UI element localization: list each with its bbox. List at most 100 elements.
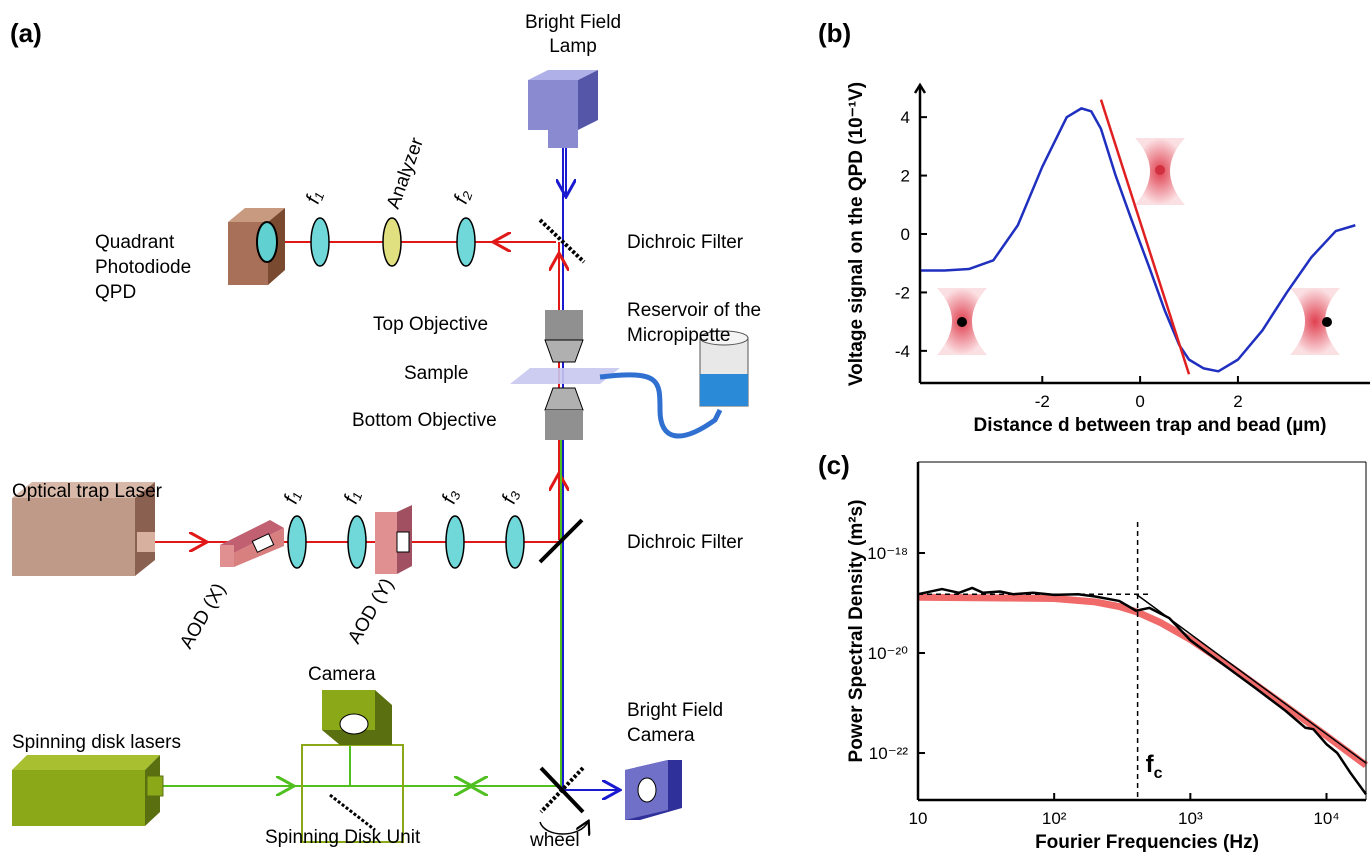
wheel-arrow bbox=[539, 822, 588, 834]
series-line bbox=[920, 107, 1356, 373]
diagram-a: (a) Bright Field Lamp Dichroic Filter Qu… bbox=[10, 12, 761, 851]
series-line bbox=[917, 593, 1369, 769]
lens bbox=[456, 217, 476, 267]
label: Analyzer bbox=[383, 134, 428, 211]
label: Bottom Objective bbox=[352, 410, 497, 431]
label: Micropipette bbox=[627, 325, 731, 346]
panel-label: (a) bbox=[10, 18, 42, 48]
y-axis-title: Power Spectral Density (m²s) bbox=[846, 500, 867, 763]
aod bbox=[220, 520, 284, 553]
label: AOD (Y) bbox=[344, 575, 398, 648]
laser bbox=[135, 482, 155, 576]
label: f₂ bbox=[450, 186, 475, 206]
objective bbox=[544, 339, 584, 363]
objective bbox=[545, 310, 583, 340]
reservoir-liquid bbox=[700, 374, 748, 406]
dichroic bbox=[538, 518, 584, 564]
label: Bright Field bbox=[627, 700, 723, 721]
label: AOD (X) bbox=[176, 580, 230, 653]
x-tick-label: 0 bbox=[1135, 392, 1144, 411]
sd-laser bbox=[12, 770, 145, 826]
lens bbox=[287, 515, 307, 569]
dichroic bbox=[538, 218, 586, 264]
lamp bbox=[528, 70, 598, 80]
objective bbox=[544, 387, 584, 411]
panel-label: (c) bbox=[818, 450, 850, 480]
lens bbox=[310, 217, 330, 267]
qpd bbox=[228, 208, 285, 222]
label: Camera bbox=[308, 664, 376, 685]
label: Optical trap Laser bbox=[12, 481, 163, 502]
x-tick-label: 10⁴ bbox=[1313, 809, 1339, 828]
label: QPD bbox=[95, 282, 136, 303]
laser bbox=[12, 482, 155, 498]
aod bbox=[375, 512, 397, 574]
y-tick-label: -2 bbox=[895, 283, 910, 302]
label: Sample bbox=[404, 363, 468, 384]
y-axis-title: Voltage signal on the QPD (10⁻¹V) bbox=[846, 82, 867, 386]
x-tick-label: 10 bbox=[909, 809, 928, 828]
trap-icon bbox=[1290, 288, 1340, 355]
aod-window bbox=[251, 533, 275, 553]
x-axis-title: Fourier Frequencies (Hz) bbox=[1035, 832, 1259, 852]
label: f₁ bbox=[340, 488, 365, 507]
bead bbox=[1155, 165, 1165, 175]
cutoff-label-main: f bbox=[1146, 751, 1155, 778]
panel-label: (b) bbox=[818, 18, 851, 48]
label: Bright Field bbox=[525, 12, 621, 33]
axis-arrow bbox=[913, 82, 927, 94]
bead bbox=[1322, 317, 1332, 327]
y-tick-label: 10⁻²² bbox=[869, 744, 909, 763]
y-tick-label: -4 bbox=[895, 342, 910, 361]
mirror bbox=[539, 766, 585, 814]
label: Dichroic Filter bbox=[627, 232, 744, 253]
cutoff-label: fc bbox=[1146, 751, 1163, 782]
series-line bbox=[1099, 99, 1191, 375]
y-tick-label: 10⁻²⁰ bbox=[868, 644, 909, 663]
label: Quadrant bbox=[95, 232, 175, 253]
cutoff-label-sub: c bbox=[1154, 765, 1163, 782]
lens bbox=[347, 515, 367, 569]
reservoir bbox=[699, 330, 749, 346]
label: Spinning Disk Unit bbox=[265, 827, 421, 848]
trap-icons bbox=[937, 138, 1340, 355]
y-tick-label: 4 bbox=[901, 108, 910, 127]
label: f₃ bbox=[438, 486, 463, 506]
sd-laser bbox=[146, 775, 164, 797]
label: Lamp bbox=[549, 36, 597, 57]
laser bbox=[12, 498, 135, 576]
y-tick-label: 2 bbox=[901, 167, 910, 186]
qpd-lens bbox=[256, 221, 278, 263]
x-tick-label: 10³ bbox=[1178, 809, 1203, 828]
x-axis-title: Distance d between trap and bead (µm) bbox=[973, 415, 1326, 436]
objective bbox=[545, 410, 583, 440]
y-tick-label: 0 bbox=[901, 225, 910, 244]
disk bbox=[329, 793, 376, 832]
camera-lens bbox=[339, 713, 369, 735]
series-line bbox=[1135, 593, 1367, 764]
lens bbox=[445, 515, 465, 569]
x-tick-label: 10² bbox=[1042, 809, 1067, 828]
sd-laser bbox=[12, 755, 160, 770]
analyzer bbox=[382, 217, 402, 267]
label: Camera bbox=[627, 725, 695, 746]
bead bbox=[957, 317, 967, 327]
camera-lens bbox=[637, 777, 657, 803]
lamp bbox=[578, 70, 598, 130]
label: wheel bbox=[529, 830, 580, 851]
tube bbox=[599, 372, 723, 439]
x-tick-label: 2 bbox=[1233, 392, 1242, 411]
lamp bbox=[528, 80, 578, 130]
aod bbox=[220, 545, 234, 567]
aod-window bbox=[396, 531, 410, 553]
label: Dichroic Filter bbox=[627, 532, 744, 553]
label: Photodiode bbox=[95, 257, 191, 278]
label: f₃ bbox=[498, 486, 523, 506]
label: f₁ bbox=[280, 488, 305, 507]
lamp bbox=[548, 130, 578, 148]
sample-slide bbox=[510, 368, 620, 384]
label: Spinning disk lasers bbox=[12, 732, 181, 753]
y-tick-label: 10⁻¹⁸ bbox=[867, 544, 908, 563]
laser bbox=[137, 532, 155, 552]
